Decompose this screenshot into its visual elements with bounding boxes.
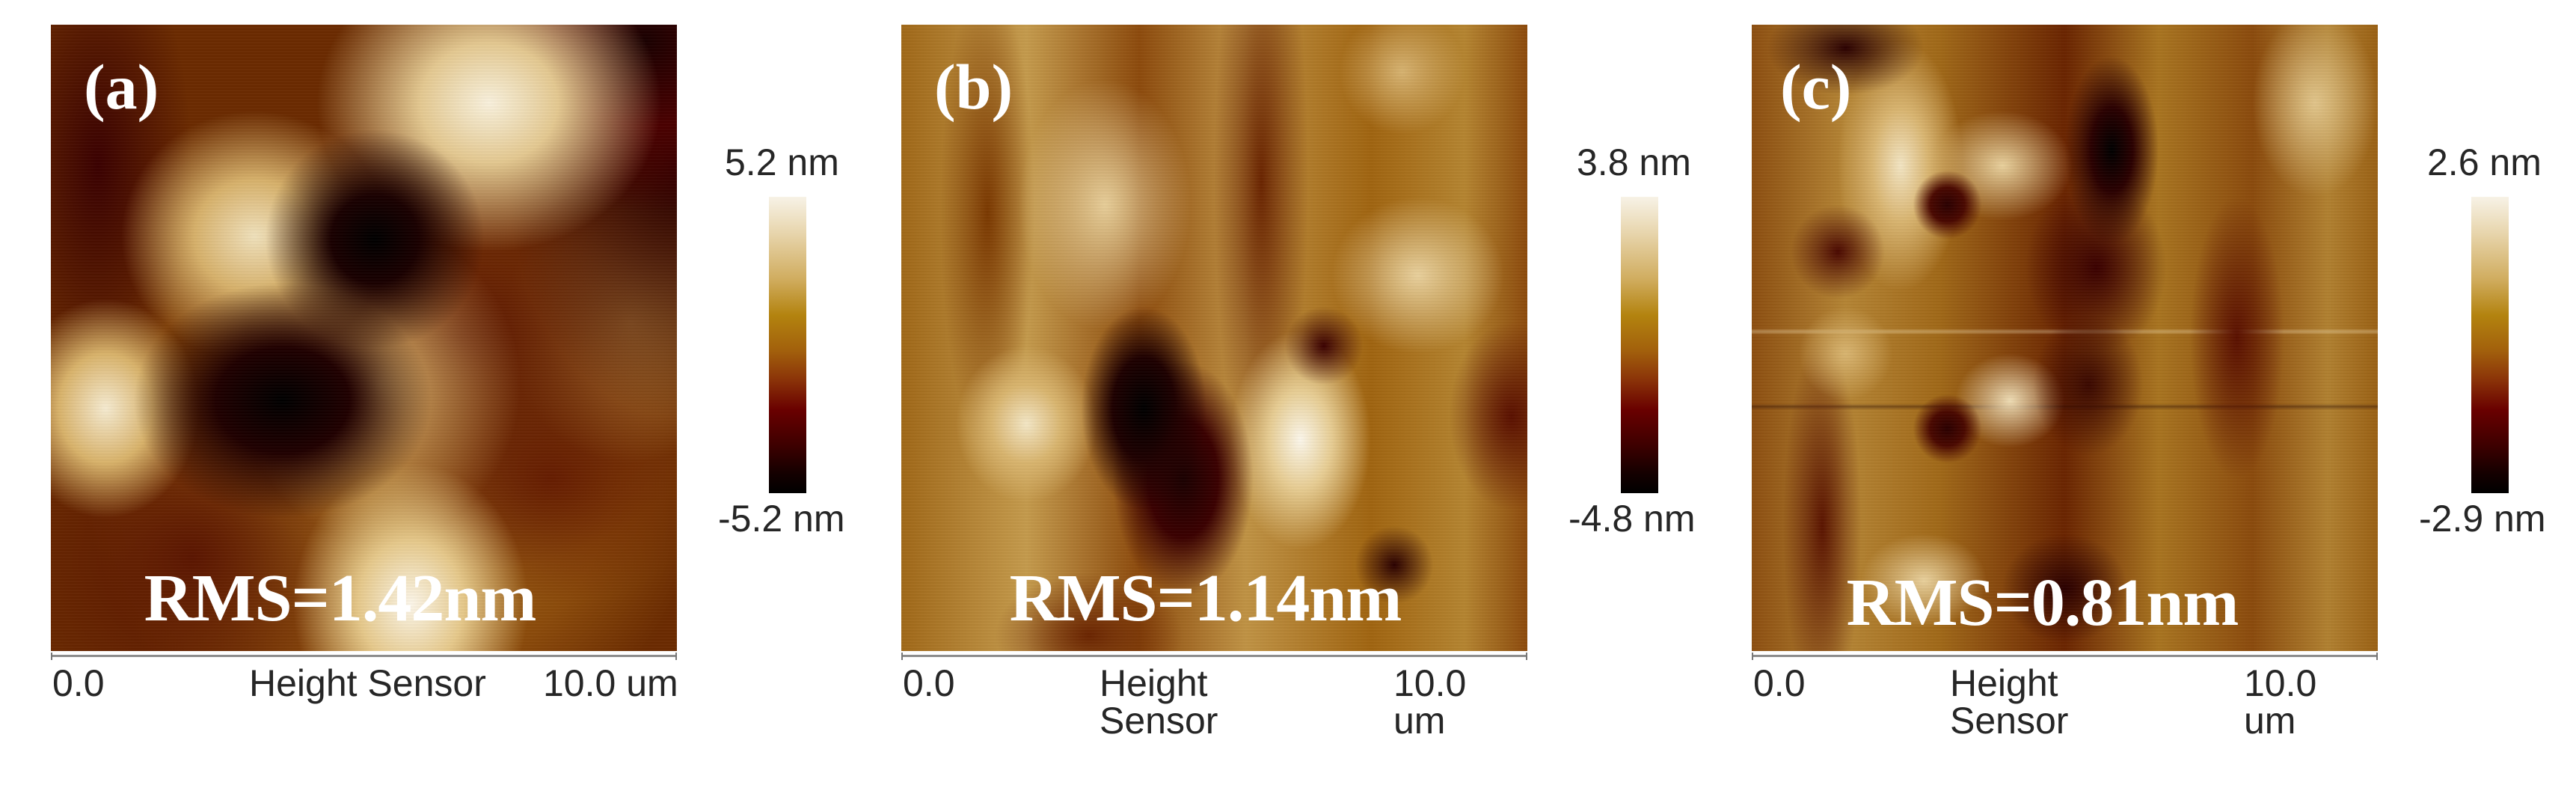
colorbar-a: [769, 197, 806, 493]
x-axis-line-a: [51, 653, 677, 660]
rms-annotation-a: RMS=1.42nm: [144, 561, 537, 635]
panel-a: (a) RMS=1.42nm 0.0 Height Sensor 10.0 um…: [0, 0, 853, 788]
scan-texture: [51, 25, 677, 651]
rms-annotation-c: RMS=0.81nm: [1846, 566, 2239, 640]
colorbar-max-label-a: 5.2 nm: [725, 141, 839, 183]
x-axis-end-label-c: 10.0 um: [2244, 662, 2317, 742]
panel-label-a: (a): [84, 51, 159, 123]
afm-height-image-c: (c) RMS=0.81nm: [1752, 25, 2378, 651]
scan-texture: [901, 25, 1527, 651]
colorbar-min-label-b: -4.8 nm: [1568, 498, 1696, 540]
colorbar-min-label-c: -2.9 nm: [2419, 498, 2546, 540]
scan-texture: [1752, 25, 2378, 651]
colorbar-b: [1621, 197, 1658, 493]
rms-annotation-b: RMS=1.14nm: [1009, 561, 1402, 635]
x-axis-line-c: [1752, 653, 2378, 660]
panel-b: (b) RMS=1.14nm 0.0 Height Sensor 10.0 um…: [0, 0, 1696, 788]
x-axis-title-c: Height Sensor: [1950, 662, 2069, 742]
panel-label-b: (b): [934, 51, 1013, 123]
x-axis-line-b: [901, 653, 1527, 660]
colorbar-max-label-c: 2.6 nm: [2427, 141, 2542, 183]
x-axis-title-b: Height Sensor: [1100, 662, 1218, 742]
panel-label-c: (c): [1780, 51, 1852, 123]
x-axis-title-a: Height Sensor: [249, 662, 486, 704]
x-axis-start-label-b: 0.0: [903, 662, 955, 704]
afm-height-image-a: (a) RMS=1.42nm: [51, 25, 677, 651]
afm-height-image-b: (b) RMS=1.14nm: [901, 25, 1527, 651]
colorbar-max-label-b: 3.8 nm: [1577, 141, 1691, 183]
x-axis-end-label-a: 10.0 um: [543, 662, 678, 704]
colorbar-c: [2471, 197, 2509, 493]
x-axis-start-label-c: 0.0: [1753, 662, 1806, 704]
colorbar-min-label-a: -5.2 nm: [718, 498, 845, 540]
x-axis-start-label-a: 0.0: [52, 662, 105, 704]
x-axis-end-label-b: 10.0 um: [1393, 662, 1467, 742]
